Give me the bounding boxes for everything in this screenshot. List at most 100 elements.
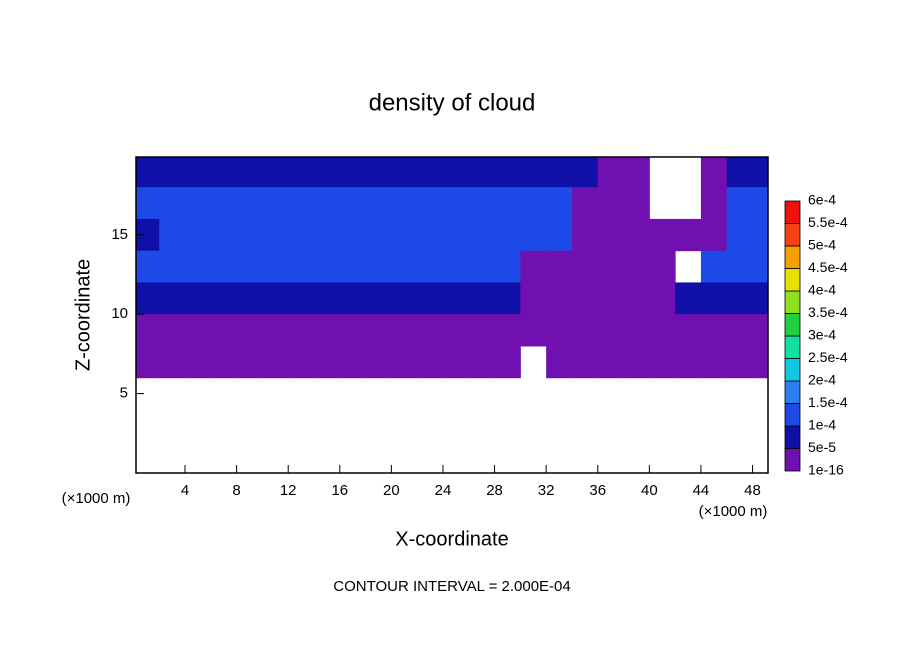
colorbar-box xyxy=(784,403,801,427)
contour-cell xyxy=(675,282,702,315)
contour-cell xyxy=(726,218,754,252)
contour-cell xyxy=(185,314,212,347)
colorbar-label: 5e-4 xyxy=(808,237,836,253)
contour-cell xyxy=(185,187,212,220)
contour-cell xyxy=(288,314,315,347)
colorbar-label: 4e-4 xyxy=(808,282,836,298)
contour-cell xyxy=(726,314,754,347)
contour-cell xyxy=(623,314,650,347)
plot-frame xyxy=(135,156,769,474)
contour-cell xyxy=(159,314,186,347)
contour-cell xyxy=(649,282,676,315)
colorbar-label: 1.5e-4 xyxy=(808,394,848,410)
contour-cell xyxy=(313,187,341,220)
contour-cell xyxy=(752,250,769,283)
y-tick-label: 10 xyxy=(111,305,128,322)
contour-cell xyxy=(752,314,769,347)
x-tick-label: 4 xyxy=(181,482,189,499)
contour-cell xyxy=(623,157,650,188)
y-tick-label: 5 xyxy=(120,385,128,402)
contour-cell xyxy=(159,250,186,283)
contour-cell xyxy=(571,345,599,379)
contour-cell xyxy=(185,157,212,188)
contour-cell xyxy=(262,345,289,379)
colorbar-label: 4.5e-4 xyxy=(808,259,848,275)
contour-cell xyxy=(520,218,547,252)
colorbar-label: 5e-5 xyxy=(808,439,836,455)
contour-cell xyxy=(546,314,573,347)
contour-cell xyxy=(571,282,599,315)
contour-cell xyxy=(752,218,769,252)
contour-cell xyxy=(726,250,754,283)
colorbar-box xyxy=(784,200,801,224)
contour-cell xyxy=(159,187,186,220)
contour-cell xyxy=(159,282,186,315)
colorbar-box xyxy=(784,290,801,314)
contour-cell xyxy=(468,282,496,315)
contour-cell xyxy=(520,157,547,188)
x-tick-label: 48 xyxy=(744,482,761,499)
contour-cell xyxy=(417,218,444,252)
contour-cell xyxy=(726,282,754,315)
contour-cell xyxy=(546,345,573,379)
chart-title: density of cloud xyxy=(369,89,536,116)
contour-cell xyxy=(442,250,470,283)
x-tick-label: 28 xyxy=(486,482,503,499)
contour-cell xyxy=(210,314,238,347)
contour-cell xyxy=(442,345,470,379)
contour-cell xyxy=(262,187,289,220)
contour-cell xyxy=(494,187,521,220)
contour-cell xyxy=(339,218,367,252)
contour-cell xyxy=(313,218,341,252)
contour-cell xyxy=(159,157,186,188)
colorbar-label: 2.5e-4 xyxy=(808,349,848,365)
contour-cell xyxy=(726,157,754,188)
contour-cell xyxy=(236,282,263,315)
contour-cell xyxy=(262,282,289,315)
contour-cell xyxy=(136,282,160,315)
contour-cell xyxy=(185,345,212,379)
contour-cell xyxy=(417,187,444,220)
contour-cell xyxy=(468,314,496,347)
contour-cell xyxy=(365,157,392,188)
contour-cell xyxy=(136,314,160,347)
colorbar-box xyxy=(784,245,801,269)
contour-cell xyxy=(597,157,625,188)
x-tick-label: 44 xyxy=(693,482,710,499)
contour-cell xyxy=(417,157,444,188)
contour-cell xyxy=(494,218,521,252)
contour-cell xyxy=(752,345,769,379)
contour-cell xyxy=(136,345,160,379)
contour-cell xyxy=(546,282,573,315)
colorbar-label: 2e-4 xyxy=(808,372,836,388)
contour-cell xyxy=(494,345,521,379)
contour-cell xyxy=(417,314,444,347)
contour-cell xyxy=(391,218,418,252)
contour-cell xyxy=(288,345,315,379)
contour-cell xyxy=(623,187,650,220)
contour-cell xyxy=(136,218,160,252)
contour-cell xyxy=(597,218,625,252)
colorbar-box xyxy=(784,223,801,247)
colorbar-box xyxy=(784,425,801,449)
contour-cell xyxy=(288,187,315,220)
contour-cell xyxy=(136,187,160,220)
contour-cell xyxy=(700,314,728,347)
contour-cell xyxy=(700,250,728,283)
contour-cell xyxy=(288,250,315,283)
contour-cell xyxy=(571,250,599,283)
contour-cell xyxy=(236,314,263,347)
x-tick-label: 8 xyxy=(232,482,240,499)
colorbar-box xyxy=(784,358,801,382)
contour-cell xyxy=(546,187,573,220)
contour-cell xyxy=(236,250,263,283)
y-axis-title: Z-coordinate xyxy=(72,259,94,371)
contour-cell xyxy=(546,250,573,283)
contour-cell xyxy=(365,314,392,347)
contour-cell xyxy=(339,345,367,379)
contour-cell xyxy=(185,250,212,283)
contour-cell xyxy=(623,218,650,252)
x-tick-label: 40 xyxy=(641,482,658,499)
contour-cell xyxy=(520,250,547,283)
